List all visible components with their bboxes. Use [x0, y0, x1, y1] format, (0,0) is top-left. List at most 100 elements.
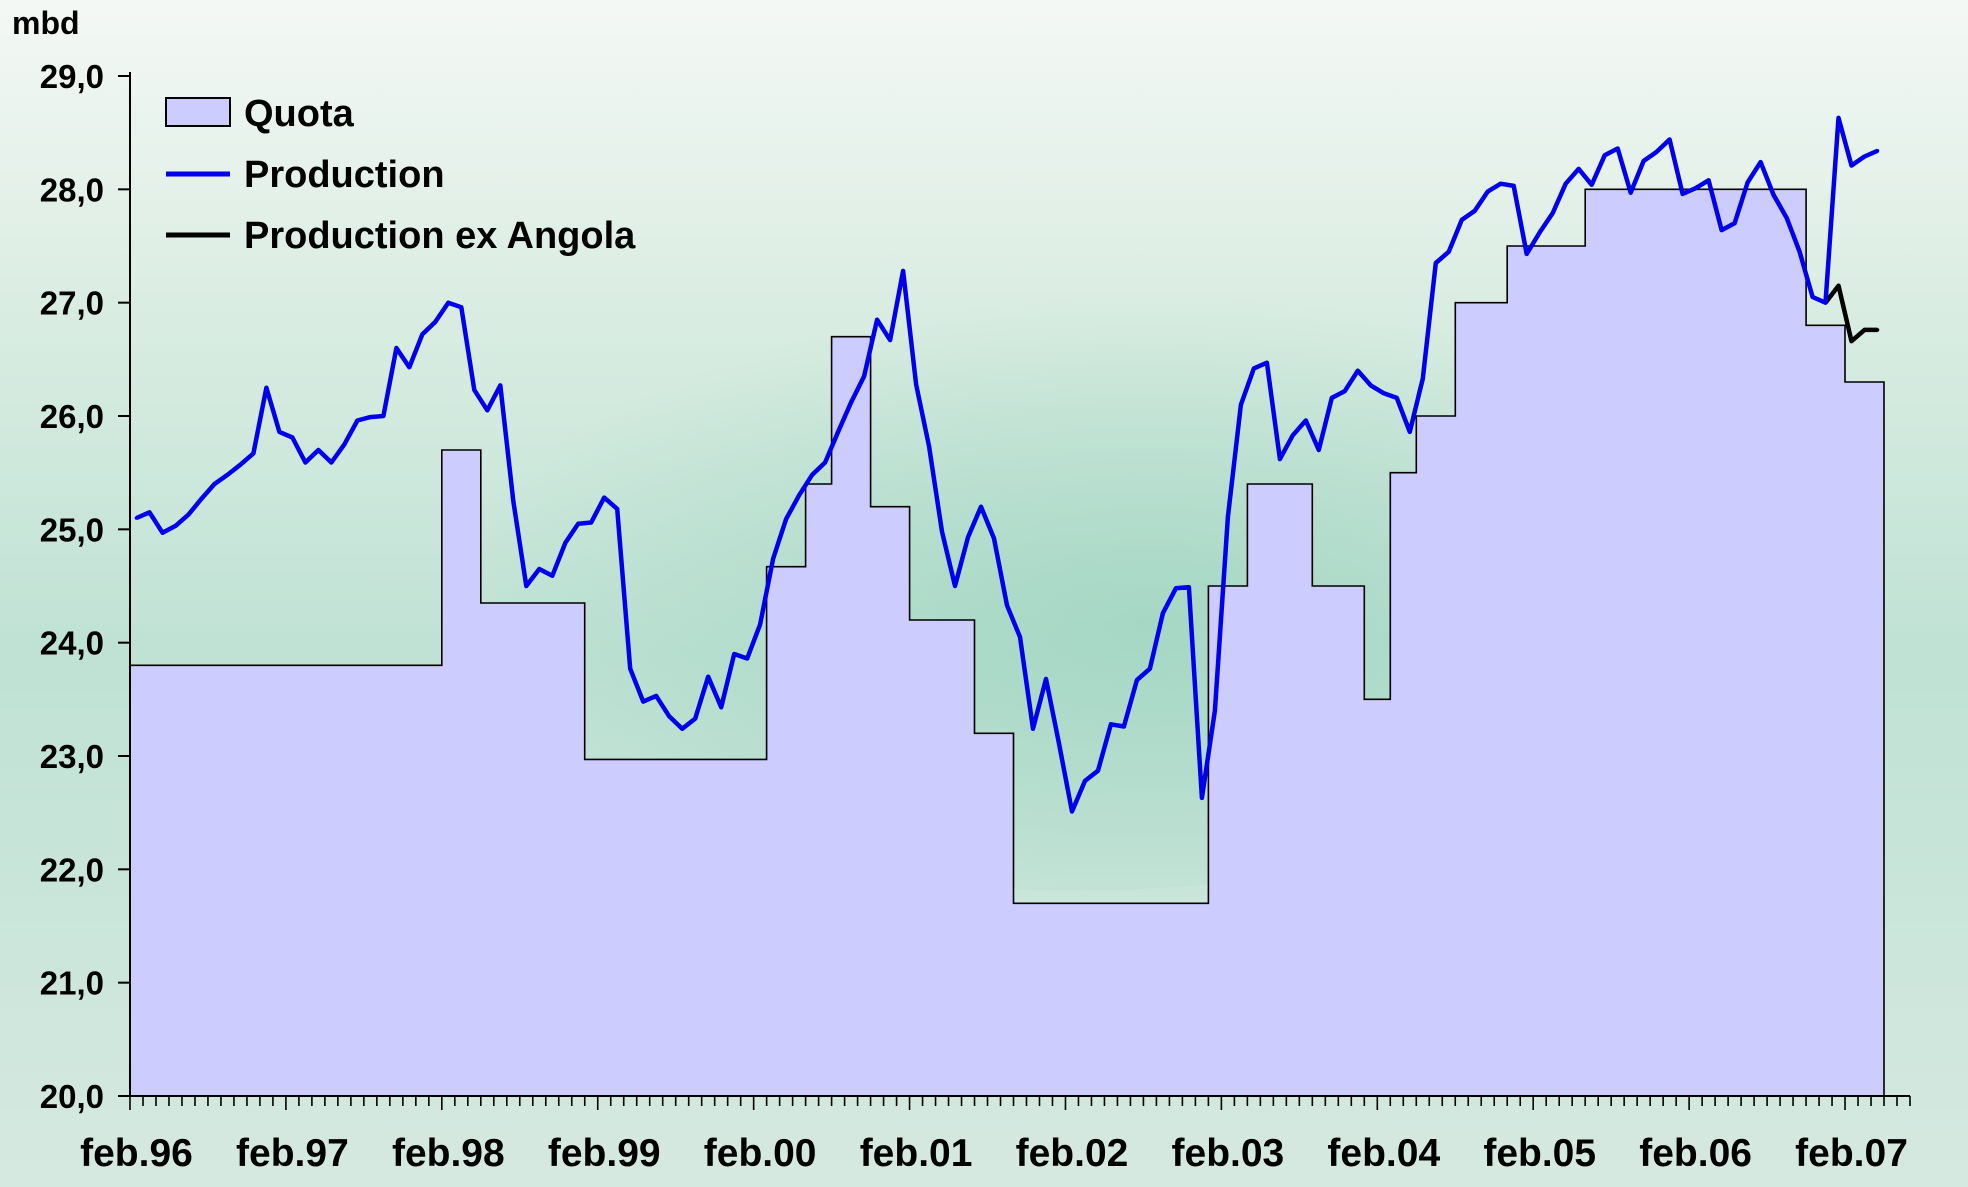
- production-line-point: [446, 300, 451, 305]
- production-line-point: [862, 374, 866, 379]
- production-line-point: [1524, 252, 1529, 256]
- production-line-point: [303, 460, 308, 465]
- production-line-point: [576, 521, 580, 526]
- production-line-point: [719, 705, 723, 710]
- production-line-point: [381, 414, 386, 418]
- production-line-point: [1719, 228, 1724, 232]
- production-line-point: [1304, 418, 1308, 423]
- y-tick-label: 29,0: [40, 58, 104, 95]
- production-line-point: [589, 520, 593, 525]
- production-line-point: [511, 499, 516, 503]
- production-line-point: [1862, 154, 1867, 159]
- x-tick-label: feb.01: [860, 1132, 973, 1175]
- production-line-point: [524, 584, 529, 588]
- production-line-point: [459, 305, 464, 310]
- production-line-point: [251, 451, 256, 456]
- x-tick-label: feb.07: [1795, 1132, 1908, 1175]
- production-line-point: [1408, 430, 1412, 434]
- production-line-point: [368, 415, 373, 419]
- y-tick-label: 21,0: [40, 965, 104, 1002]
- production-line-point: [1849, 163, 1854, 168]
- production-line-point: [1823, 300, 1828, 305]
- production-line-point: [849, 400, 853, 405]
- production-line-point: [1343, 389, 1347, 393]
- production-line-point: [238, 462, 243, 467]
- production-line-point: [1148, 666, 1152, 671]
- production-ex-angola-line-point: [1862, 328, 1867, 332]
- production-line-point: [1317, 448, 1321, 452]
- y-tick-label: 26,0: [40, 398, 104, 435]
- legend-label: Production ex Angola: [244, 215, 636, 257]
- production-line-point: [1434, 261, 1438, 265]
- production-line-point: [147, 510, 152, 515]
- production-line-point: [1044, 677, 1048, 681]
- production-line-point: [1745, 180, 1750, 185]
- production-line-point: [797, 493, 801, 498]
- legend-label: Production: [244, 154, 445, 196]
- production-line-point: [641, 699, 645, 704]
- production-line-point: [1797, 249, 1802, 254]
- production-line-point: [1602, 153, 1607, 158]
- x-tick-label: feb.00: [704, 1132, 817, 1175]
- x-tick-label: feb.97: [236, 1132, 349, 1175]
- production-line-point: [1498, 181, 1503, 186]
- production-line-point: [290, 435, 295, 440]
- production-line-point: [1096, 768, 1100, 773]
- production-line-point: [563, 541, 568, 545]
- production-line-point: [1875, 149, 1880, 153]
- production-line-point: [394, 346, 399, 350]
- production-line-point: [1395, 396, 1399, 400]
- production-line-point: [1758, 160, 1763, 164]
- production-line-point: [264, 385, 269, 390]
- production-line-point: [875, 317, 879, 322]
- production-line-point: [602, 495, 606, 500]
- production-line-point: [771, 557, 775, 561]
- y-axis-unit-label: mbd: [12, 5, 80, 41]
- production-line-point: [199, 496, 204, 501]
- production-line-point: [1680, 192, 1685, 196]
- y-tick-label: 27,0: [40, 285, 104, 322]
- production-line-point: [550, 574, 555, 578]
- production-line-point: [433, 320, 438, 324]
- production-line-point: [134, 516, 139, 520]
- production-line-point: [342, 442, 347, 447]
- production-line-point: [1447, 249, 1451, 254]
- production-line-point: [1252, 366, 1256, 371]
- production-line-point: [1083, 779, 1087, 783]
- production-line-point: [1174, 586, 1178, 591]
- x-tick-label: feb.04: [1327, 1132, 1440, 1175]
- production-line-point: [212, 482, 217, 486]
- axes: 20,0 21,0 22,0 23,0 24,0 25,0 26,0 27,0 28,0 29,0…: [40, 58, 1911, 1175]
- production-line-point: [1135, 678, 1139, 682]
- x-tick-label: feb.06: [1639, 1132, 1752, 1175]
- y-tick-label: 22,0: [40, 851, 104, 888]
- production-line-point: [966, 535, 970, 540]
- production-line-point: [706, 674, 710, 679]
- production-line-point: [225, 473, 230, 477]
- production-line-point: [823, 460, 827, 465]
- production-line-point: [1265, 360, 1269, 365]
- production-line-point: [1356, 368, 1360, 373]
- legend: Quota Production Production ex Angola: [165, 93, 636, 257]
- production-ex-angola-line-point: [1849, 339, 1854, 344]
- production-line-point: [420, 332, 425, 337]
- production-line-point: [1057, 741, 1061, 746]
- x-tick-label: feb.98: [392, 1132, 505, 1175]
- legend-label: Quota: [244, 93, 355, 135]
- production-line-point: [1200, 796, 1204, 800]
- production-line-point: [1589, 183, 1594, 187]
- production-line-point: [1239, 402, 1243, 407]
- production-line-point: [329, 460, 334, 465]
- production-line-point: [1005, 603, 1009, 608]
- y-tick-label: 20,0: [40, 1078, 104, 1115]
- production-line-point: [316, 448, 321, 452]
- production-line-point: [1070, 809, 1074, 814]
- production-line-point: [355, 418, 360, 423]
- production-line-point: [472, 388, 477, 392]
- production-line-point: [745, 656, 749, 661]
- x-tick-label: feb.03: [1172, 1132, 1285, 1175]
- production-line-point: [953, 584, 957, 588]
- plot-area: [130, 115, 1885, 1097]
